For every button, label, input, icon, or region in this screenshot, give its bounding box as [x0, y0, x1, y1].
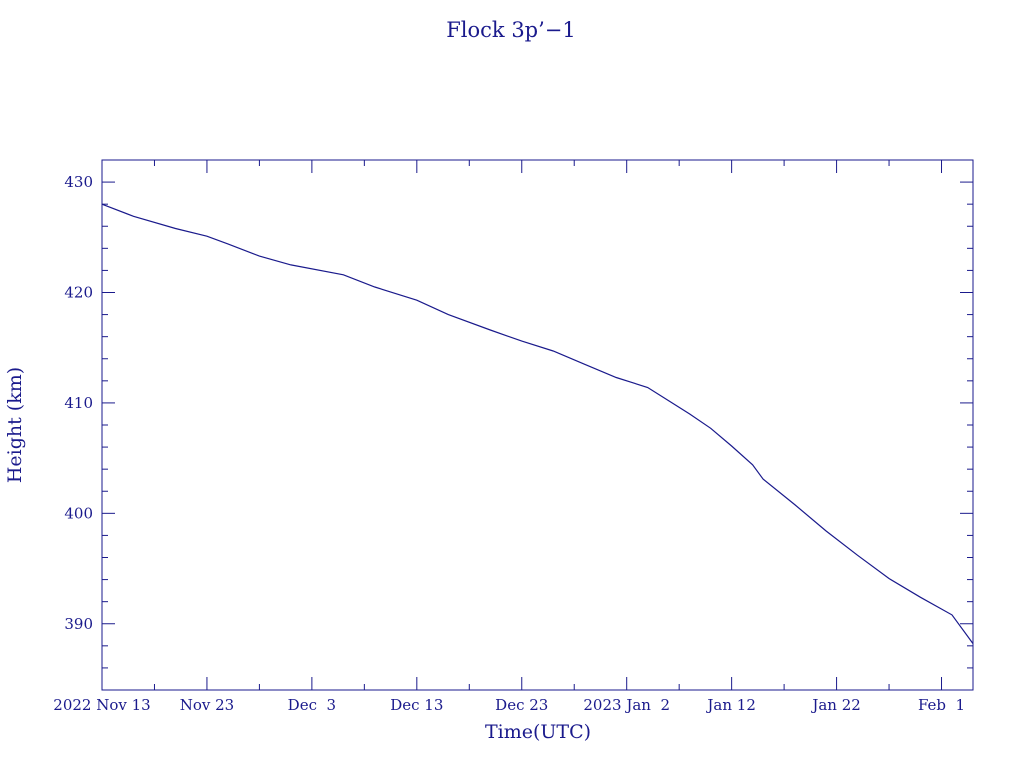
- plot-frame: [101, 159, 974, 691]
- x-tick-label: Jan 22: [810, 696, 860, 714]
- x-tick-label: Dec 13: [390, 696, 443, 714]
- x-tick-label: Dec 3: [288, 696, 336, 714]
- x-tick-label: Dec 23: [495, 696, 548, 714]
- x-tick-label: Jan 12: [705, 696, 755, 714]
- x-axis-label: Time(UTC): [485, 721, 591, 743]
- x-tick-label: 2022 Nov 13: [53, 696, 150, 714]
- x-tick-label: 2023 Jan 2: [583, 696, 670, 714]
- tick-labels: 390 400 410 420 430 2022 Nov 13 Nov 23 Dec 3 Dec…: [53, 173, 965, 714]
- y-tick-label: 390: [64, 615, 93, 633]
- x-tick-label: Feb 1: [918, 696, 965, 714]
- y-tick-label: 420: [64, 284, 93, 302]
- y-axis-label: Height (km): [4, 367, 26, 483]
- height-series-line: [101, 203, 974, 644]
- y-tick-label: 430: [64, 173, 93, 191]
- axis-ticks: [101, 159, 973, 691]
- y-tick-label: 400: [64, 504, 93, 522]
- chart-title: Flock 3p’−1: [446, 18, 576, 42]
- x-tick-label: Nov 23: [180, 696, 235, 714]
- y-tick-label: 410: [64, 394, 93, 412]
